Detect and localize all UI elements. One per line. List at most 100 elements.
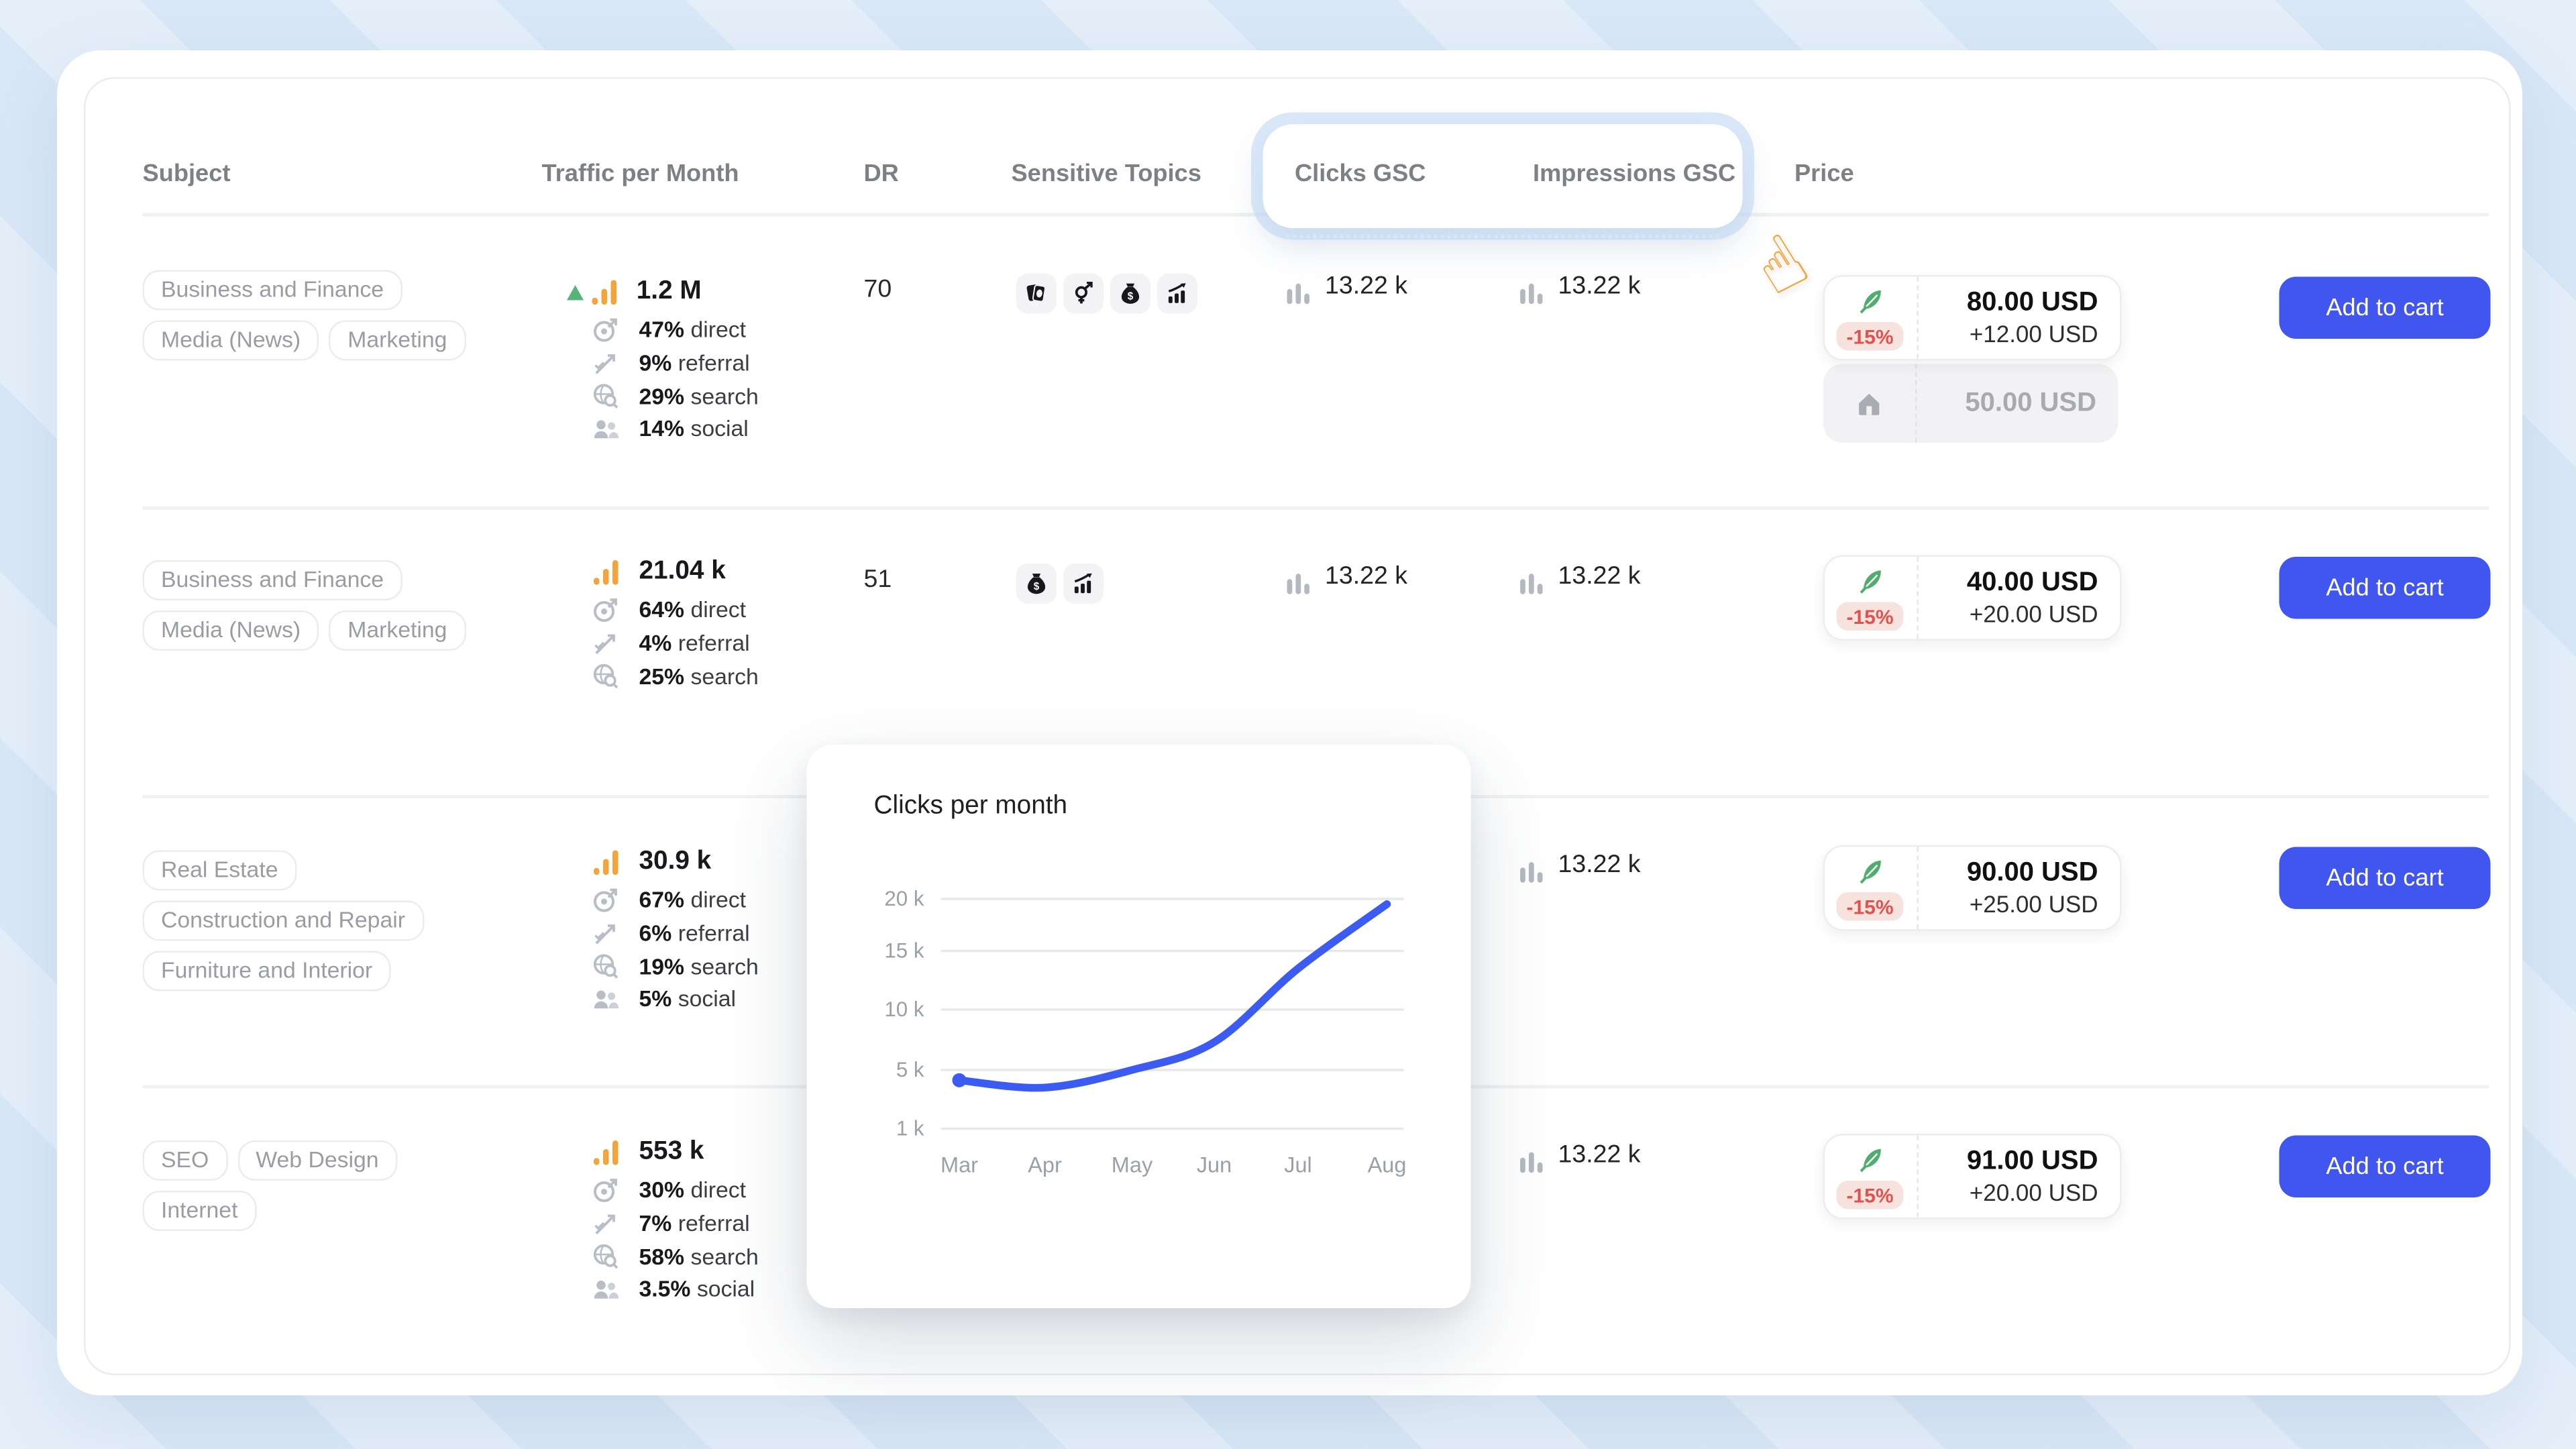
traffic-breakdown: 58% search	[639, 1244, 759, 1269]
direct-target-icon	[593, 598, 617, 622]
money-loans-icon: $	[1110, 273, 1150, 314]
add-to-cart-button[interactable]: Add to cart	[2279, 1135, 2491, 1197]
referral-arrow-icon	[594, 923, 615, 944]
analytics-bars-icon	[591, 279, 616, 304]
add-to-cart-button[interactable]: Add to cart	[2279, 557, 2491, 619]
traffic-breakdown: 64% direct	[639, 597, 747, 623]
traffic-breakdown: 67% direct	[639, 888, 747, 913]
subject-tag: Business and Finance	[142, 560, 402, 600]
x-tick-label: May	[1112, 1153, 1153, 1177]
subject-tag: Real Estate	[142, 850, 297, 891]
sensitive-topics-list: $	[1016, 564, 1104, 604]
price-offer-card[interactable]: -15% 40.00 USD +20.00 USD	[1823, 555, 2122, 641]
price-commission: +20.00 USD	[1969, 600, 2098, 627]
price-offer-card[interactable]: -15% 91.00 USD +20.00 USD	[1823, 1134, 2122, 1220]
publisher-price-left	[1823, 364, 1917, 443]
popup-title: Clicks per month	[873, 792, 1068, 820]
column-header-sensitive-topics: Sensitive Topics	[1011, 161, 1201, 188]
referral-arrow-icon	[594, 633, 615, 653]
direct-target-icon	[593, 318, 617, 342]
price-card-left: -15%	[1825, 557, 1919, 639]
y-tick-label: 5 k	[896, 1058, 924, 1081]
traffic-breakdown: 19% search	[639, 953, 759, 979]
bar-chart-icon	[1287, 283, 1310, 305]
search-globe-icon	[593, 384, 619, 409]
discount-badge: -15%	[1836, 602, 1904, 631]
y-tick-label: 15 k	[884, 939, 924, 963]
add-to-cart-button[interactable]: Add to cart	[2279, 276, 2491, 339]
trading-growth-icon	[1157, 273, 1197, 314]
svg-text:$: $	[1128, 291, 1134, 303]
impressions-gsc-value: 13.22 k	[1558, 850, 1641, 879]
price-amount: 90.00 USD	[1966, 859, 2098, 888]
price-card-right: 91.00 USD +20.00 USD	[1919, 1136, 2120, 1218]
publisher-price-card[interactable]: 50.00 USD	[1823, 364, 2118, 443]
impressions-gsc-cell: 13.22 k	[1519, 851, 1641, 886]
column-header-clicks-gsc: Clicks GSC	[1295, 161, 1426, 188]
impressions-gsc-cell: 13.22 k	[1519, 1140, 1641, 1176]
price-commission: +12.00 USD	[1969, 320, 2098, 347]
search-globe-icon	[593, 1244, 619, 1269]
x-tick-label: Aug	[1368, 1153, 1407, 1177]
discount-badge: -15%	[1836, 322, 1904, 351]
direct-target-icon	[593, 1178, 617, 1202]
subject-tag: SEO	[142, 1140, 227, 1181]
svg-text:$: $	[1034, 581, 1040, 592]
feather-icon	[1860, 860, 1881, 884]
subject-tags: Business and Finance Media (News) Market…	[142, 270, 504, 371]
bar-chart-icon	[1520, 283, 1543, 305]
column-header-dr: DR	[863, 161, 899, 188]
series-start-dot	[952, 1073, 967, 1087]
domain-rating-value: 51	[863, 565, 892, 594]
traffic-breakdown: 6% referral	[639, 920, 750, 947]
price-offer-card[interactable]: -15% 90.00 USD +25.00 USD	[1823, 845, 2122, 931]
gsc-columns-dotted-underline	[1286, 235, 1719, 238]
traffic-breakdown: 9% referral	[639, 350, 750, 376]
y-tick-label: 10 k	[884, 998, 924, 1021]
money-loans-icon: $	[1016, 564, 1057, 604]
clicks-gsc-value: 13.22 k	[1325, 561, 1408, 591]
domain-rating-value: 70	[863, 275, 892, 304]
trend-up-icon	[567, 284, 584, 300]
subject-tag: Web Design	[237, 1140, 398, 1181]
price-card-right: 80.00 USD +12.00 USD	[1919, 277, 2120, 360]
add-to-cart-button[interactable]: Add to cart	[2279, 847, 2491, 909]
traffic-value: 553 k	[639, 1137, 704, 1166]
feather-icon	[1860, 1148, 1881, 1173]
traffic-value: 30.9 k	[639, 847, 712, 876]
listings-table: Subject Traffic per Month DR Sensitive T…	[84, 77, 2511, 1375]
clicks-gsc-cell: 13.22 k	[1287, 272, 1407, 307]
subject-tags: SEO Web Design Internet	[142, 1140, 504, 1241]
x-tick-label: Jun	[1197, 1153, 1232, 1177]
traffic-value: 21.04 k	[639, 557, 726, 586]
trading-growth-icon	[1063, 564, 1104, 604]
traffic-breakdown: 4% referral	[639, 631, 750, 656]
impressions-gsc-cell: 13.22 k	[1519, 562, 1641, 598]
discount-badge: -15%	[1836, 892, 1904, 921]
price-commission: +20.00 USD	[1969, 1179, 2098, 1206]
price-offer-card[interactable]: -15% 80.00 USD +12.00 USD	[1823, 275, 2122, 361]
x-tick-label: Mar	[941, 1153, 978, 1177]
traffic-breakdown: 14% social	[639, 417, 749, 442]
clicks-gsc-cell: 13.22 k	[1287, 561, 1408, 598]
traffic-block: 1.2 M 47% direct 9% referral 29% search …	[567, 270, 961, 446]
analytics-bars-icon	[594, 1139, 619, 1165]
referral-arrow-icon	[594, 1214, 615, 1234]
traffic-breakdown: 3.5% social	[639, 1277, 755, 1303]
social-users-icon	[594, 420, 619, 439]
price-card-left: -15%	[1825, 276, 1919, 359]
gambling-cards-icon	[1016, 273, 1057, 314]
analytics-bars-icon	[594, 849, 619, 874]
traffic-breakdown: 47% direct	[639, 317, 747, 343]
price-card-left: -15%	[1825, 1135, 1919, 1218]
search-globe-icon	[593, 954, 619, 979]
subject-tag: Marketing	[329, 610, 466, 651]
bar-chart-icon	[1520, 574, 1543, 594]
impressions-gsc-value: 13.22 k	[1558, 561, 1641, 591]
pointing-hand-cursor: ☝	[1739, 217, 1823, 315]
direct-target-icon	[593, 888, 617, 912]
price-amount: 91.00 USD	[1966, 1147, 2098, 1176]
subject-tags: Business and Finance Media (News) Market…	[142, 560, 504, 661]
traffic-block: 21.04 k 64% direct 4% referral 25% searc…	[567, 550, 961, 693]
x-tick-label: Jul	[1284, 1153, 1312, 1177]
